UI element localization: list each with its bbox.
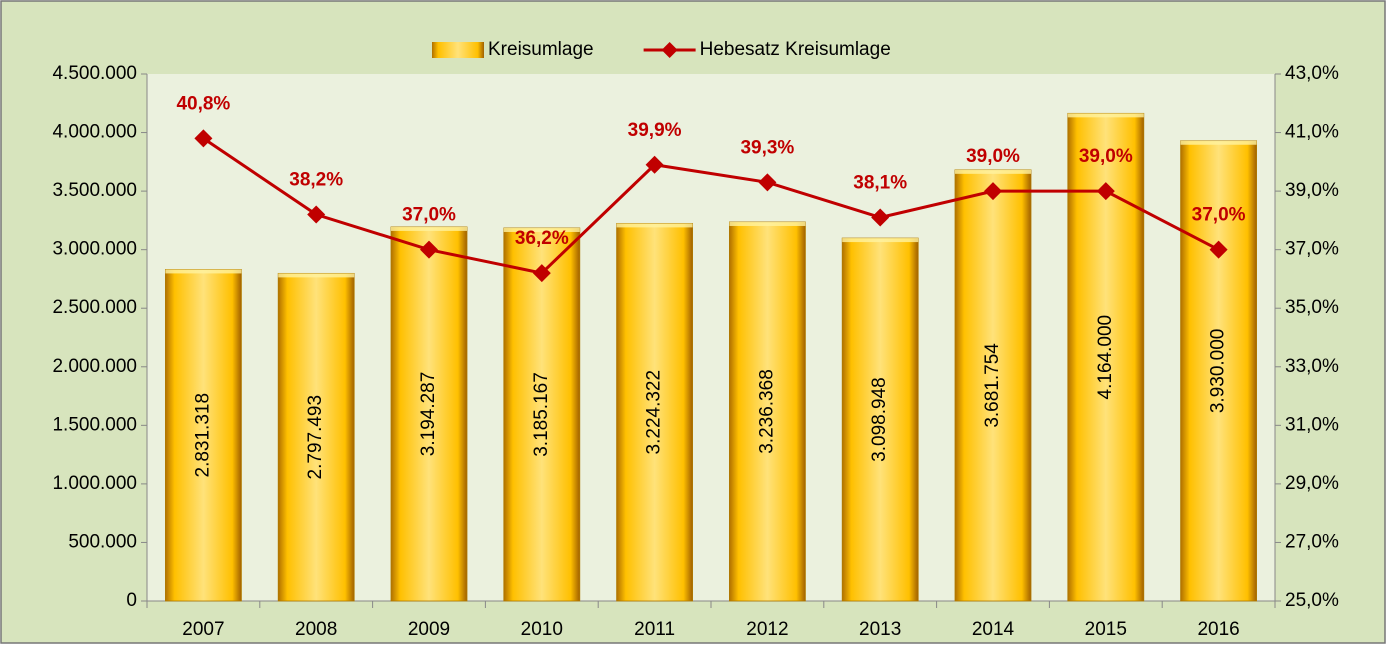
legend-label: Hebesatz Kreisumlage (700, 39, 891, 60)
bar-value-label: 3.236.368 (756, 369, 777, 454)
y2-tick-label: 39,0% (1285, 180, 1339, 201)
line-marker (532, 264, 551, 283)
y2-tick-label: 37,0% (1285, 239, 1339, 260)
x-tick-label: 2008 (295, 619, 337, 640)
bar (277, 272, 355, 602)
y2-tick-label: 43,0% (1285, 63, 1339, 84)
y-tick-label: 2.000.000 (52, 356, 137, 377)
line-value-label: 38,1% (853, 172, 907, 193)
bar-top (729, 221, 806, 226)
bar-value-label: 3.098.948 (869, 377, 890, 462)
bar-value-label: 3.185.167 (531, 372, 552, 457)
bar-value-label: 3.194.287 (418, 372, 439, 457)
line-marker (984, 182, 1002, 201)
bar-top (1067, 113, 1144, 118)
bar (1180, 140, 1257, 602)
bar-top (616, 223, 693, 228)
y-tick-label: 2.500.000 (52, 297, 137, 318)
y-tick-label: 4.500.000 (52, 63, 137, 84)
bar (841, 237, 919, 602)
bar (503, 227, 581, 602)
line-value-label: 37,0% (1192, 205, 1246, 226)
x-tick-label: 2009 (408, 619, 450, 640)
bar-top (1180, 140, 1257, 145)
bar-top (165, 269, 242, 274)
bar-top (391, 226, 467, 231)
bar (729, 221, 806, 602)
line-value-label: 39,9% (628, 120, 682, 141)
line-marker (645, 155, 664, 174)
line-marker (420, 240, 438, 259)
line (202, 137, 1220, 275)
y-tick-label: 500.000 (68, 531, 137, 552)
bar-value-label: 4.164.000 (1095, 315, 1116, 400)
line-value-label: 37,0% (402, 205, 456, 226)
bar (954, 169, 1032, 602)
legend-swatch (432, 42, 484, 58)
y-tick-label: 1.500.000 (52, 414, 137, 435)
bar (164, 269, 242, 602)
bar-top (955, 169, 1031, 174)
line-value-label: 39,0% (966, 146, 1020, 167)
y-tick-label: 0 (126, 590, 137, 611)
bar-top (278, 273, 355, 278)
line-marker (1209, 240, 1228, 259)
line-marker (307, 205, 326, 224)
y2-tick-label: 33,0% (1285, 356, 1339, 377)
y2-tick-label: 27,0% (1285, 531, 1339, 552)
x-tick-label: 2012 (746, 619, 788, 640)
bar-value-label: 3.681.754 (982, 343, 1003, 428)
bar-top (842, 238, 919, 243)
bar-value-label: 2.797.493 (305, 395, 326, 480)
line-marker (1096, 182, 1115, 201)
bar (616, 222, 693, 602)
bar (390, 226, 468, 602)
y-tick-label: 1.000.000 (52, 473, 137, 494)
x-tick-label: 2010 (521, 619, 563, 640)
y2-tick-label: 41,0% (1285, 122, 1339, 143)
y-tick-label: 4.000.000 (52, 122, 137, 143)
bar-value-label: 3.224.322 (644, 370, 665, 455)
line-value-label: 39,3% (740, 137, 794, 158)
line-marker (194, 129, 213, 148)
bar-value-label: 2.831.318 (192, 393, 213, 478)
line-marker (871, 208, 890, 227)
x-tick-label: 2015 (1085, 619, 1127, 640)
line-value-label: 36,2% (515, 228, 569, 249)
line-marker (758, 173, 777, 192)
y-tick-label: 3.500.000 (52, 180, 137, 201)
x-tick-label: 2016 (1197, 619, 1239, 640)
y2-tick-label: 25,0% (1285, 590, 1339, 611)
y-tick-label: 3.000.000 (52, 239, 137, 260)
x-tick-label: 2007 (182, 619, 224, 640)
line-value-label: 39,0% (1079, 146, 1133, 167)
x-tick-label: 2014 (972, 619, 1015, 640)
legend-swatch-marker (661, 42, 678, 58)
bar-value-label: 3.930.000 (1208, 329, 1229, 414)
x-tick-label: 2011 (634, 619, 675, 640)
y2-tick-label: 35,0% (1285, 297, 1339, 318)
legend-label: Kreisumlage (488, 39, 594, 60)
y2-tick-label: 29,0% (1285, 473, 1339, 494)
line-value-label: 40,8% (176, 93, 230, 114)
y2-tick-label: 31,0% (1285, 414, 1339, 435)
x-tick-label: 2013 (859, 619, 901, 640)
bar-top (503, 227, 580, 232)
line-value-label: 38,2% (289, 170, 343, 191)
